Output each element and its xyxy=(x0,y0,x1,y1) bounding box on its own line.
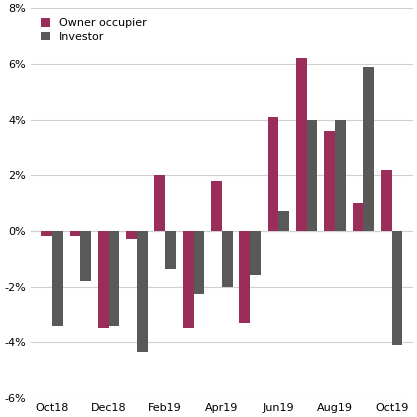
Bar xyxy=(296,58,307,231)
Bar xyxy=(183,231,193,328)
Bar xyxy=(126,231,137,239)
Bar xyxy=(268,117,279,231)
Bar xyxy=(279,211,289,231)
Bar xyxy=(137,231,148,352)
Bar xyxy=(392,231,402,345)
Bar xyxy=(324,131,335,231)
Bar xyxy=(222,231,233,286)
Bar xyxy=(98,231,108,328)
Bar xyxy=(165,231,176,269)
Bar xyxy=(70,231,80,236)
Bar xyxy=(108,231,119,326)
Bar xyxy=(52,231,63,326)
Bar xyxy=(352,203,363,231)
Bar xyxy=(193,231,204,294)
Bar xyxy=(335,120,346,231)
Bar xyxy=(307,120,317,231)
Bar xyxy=(41,231,52,236)
Bar xyxy=(239,231,250,323)
Bar xyxy=(80,231,91,281)
Bar xyxy=(154,175,165,231)
Legend: Owner occupier, Investor: Owner occupier, Investor xyxy=(36,14,151,46)
Bar xyxy=(381,170,392,231)
Bar xyxy=(250,231,261,276)
Bar xyxy=(211,181,222,231)
Bar xyxy=(363,67,374,231)
